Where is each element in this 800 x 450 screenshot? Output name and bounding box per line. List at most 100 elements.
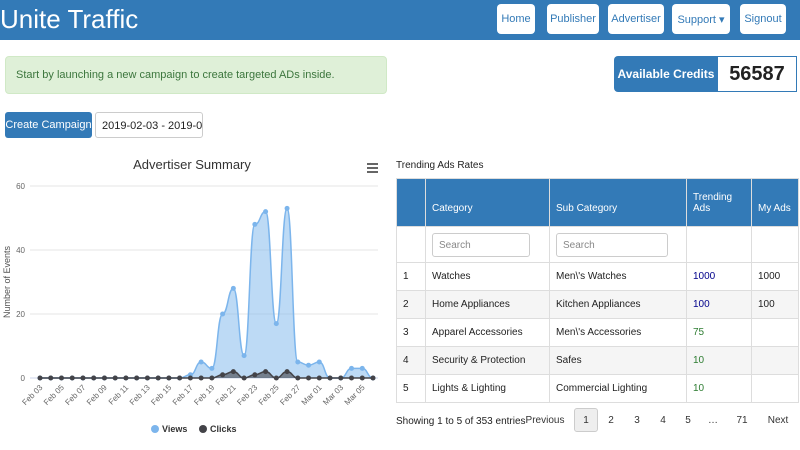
table-cell: 4	[396, 346, 426, 375]
credits-label: Available Credits	[614, 56, 718, 92]
table-cell: 1000	[686, 262, 752, 291]
search-input[interactable]: Search	[556, 232, 668, 257]
data-point	[284, 369, 290, 375]
table-cell: Commercial Lighting	[549, 374, 687, 403]
table-row: 3 Apparel Accessories Men\'s Accessories 75	[396, 318, 799, 347]
data-point	[123, 375, 129, 381]
table-cell: 2	[396, 290, 426, 319]
table-cell: Men\'s Watches	[549, 262, 687, 291]
chart-title: Advertiser Summary	[133, 157, 251, 172]
table-cell: 5	[396, 374, 426, 403]
table-cell: Apparel Accessories	[425, 318, 550, 347]
column-header[interactable]: Trending Ads	[686, 178, 752, 227]
data-point	[263, 369, 269, 375]
brand[interactable]: Unite Traffic	[0, 4, 139, 34]
data-point	[359, 365, 365, 371]
page-link[interactable]: Next	[767, 414, 789, 426]
data-point	[349, 375, 355, 381]
page-link[interactable]: 4	[660, 414, 666, 426]
data-point	[112, 375, 118, 381]
table-cell: Men\'s Accessories	[549, 318, 687, 347]
data-point	[273, 375, 279, 381]
table-cell: Kitchen Appliances	[549, 290, 687, 319]
data-point	[187, 375, 193, 381]
data-point	[338, 375, 344, 381]
table-row: 5 Lights & Lighting Commercial Lighting 10	[396, 374, 799, 403]
data-point	[306, 362, 312, 368]
data-point	[177, 375, 183, 381]
table-title: Trending Ads Rates	[396, 160, 484, 171]
table-row: 4 Security & Protection Safes 10	[396, 346, 799, 375]
data-point	[284, 205, 290, 211]
table-cell: 75	[686, 318, 752, 347]
data-point	[306, 375, 312, 381]
y-tick-label: 20	[16, 310, 25, 319]
date-range-input[interactable]: 2019-02-03 - 2019-03-0	[95, 112, 203, 138]
nav-button[interactable]: Signout	[740, 4, 786, 34]
sort-header[interactable]	[396, 178, 426, 227]
data-point	[134, 375, 140, 381]
column-header[interactable]: Sub Category	[549, 178, 687, 227]
y-tick-label: 40	[16, 246, 25, 255]
data-point	[252, 372, 258, 378]
ads-table: Category Sub Category Trending Ads My Ad…	[396, 178, 799, 403]
data-point	[295, 359, 301, 365]
table-cell: Security & Protection	[425, 346, 550, 375]
table-cell: 100	[686, 290, 752, 319]
table-info: Showing 1 to 5 of 353 entries	[396, 416, 526, 427]
data-point	[241, 353, 247, 359]
data-point	[198, 359, 204, 365]
credits-value: 56587	[717, 56, 797, 92]
data-point	[252, 221, 258, 227]
data-point	[241, 375, 247, 381]
page-link[interactable]: …	[708, 414, 718, 426]
table-cell: 100	[751, 290, 799, 319]
data-point	[37, 375, 43, 381]
page-link[interactable]: Previous	[525, 414, 565, 426]
nav-button[interactable]: Publisher	[547, 4, 599, 34]
table-cell: Watches	[425, 262, 550, 291]
data-point	[273, 321, 279, 327]
table-row: 1 Watches Men\'s Watches 1000 1000	[396, 262, 799, 291]
page-link[interactable]: 3	[634, 414, 640, 426]
data-point	[316, 375, 322, 381]
data-point	[80, 375, 86, 381]
column-header[interactable]: My Ads	[751, 178, 799, 227]
page-link[interactable]: 1	[574, 408, 598, 432]
data-point	[295, 375, 301, 381]
y-axis-label: Number of Events	[2, 245, 12, 318]
chart: Advertiser Summary Number of Events 0 20 4…	[0, 152, 388, 450]
column-header[interactable]: Category	[425, 178, 550, 227]
nav-button[interactable]: Advertiser	[608, 4, 664, 34]
nav-button[interactable]: Support ▾	[672, 4, 730, 34]
data-point	[230, 285, 236, 291]
page-link[interactable]: 2	[608, 414, 614, 426]
table-cell: Lights & Lighting	[425, 374, 550, 403]
create-campaign-button[interactable]: Create Campaign	[5, 112, 92, 138]
legend-marker	[151, 425, 159, 433]
data-point	[327, 375, 333, 381]
y-tick-label: 0	[21, 374, 26, 383]
data-point	[370, 375, 376, 381]
table-cell	[751, 346, 799, 375]
table-row: 2 Home Appliances Kitchen Appliances 100 100	[396, 290, 799, 319]
area-fill	[40, 208, 373, 378]
table-cell: Home Appliances	[425, 290, 550, 319]
data-point	[359, 375, 365, 381]
data-point	[220, 372, 226, 378]
page-link[interactable]: 71	[736, 414, 748, 426]
data-point	[263, 209, 269, 215]
nav-button[interactable]: Home	[497, 4, 535, 34]
y-tick-label: 60	[16, 182, 25, 191]
menu-icon[interactable]	[367, 163, 378, 173]
page-link[interactable]: 5	[685, 414, 691, 426]
data-point	[220, 311, 226, 317]
table-cell: 3	[396, 318, 426, 347]
search-input[interactable]: Search	[432, 232, 530, 257]
data-point	[209, 365, 215, 371]
header-bar	[0, 0, 800, 40]
legend-label: Views	[162, 424, 187, 434]
alert: Start by launching a new campaign to cre…	[5, 56, 387, 94]
table-cell	[751, 374, 799, 403]
